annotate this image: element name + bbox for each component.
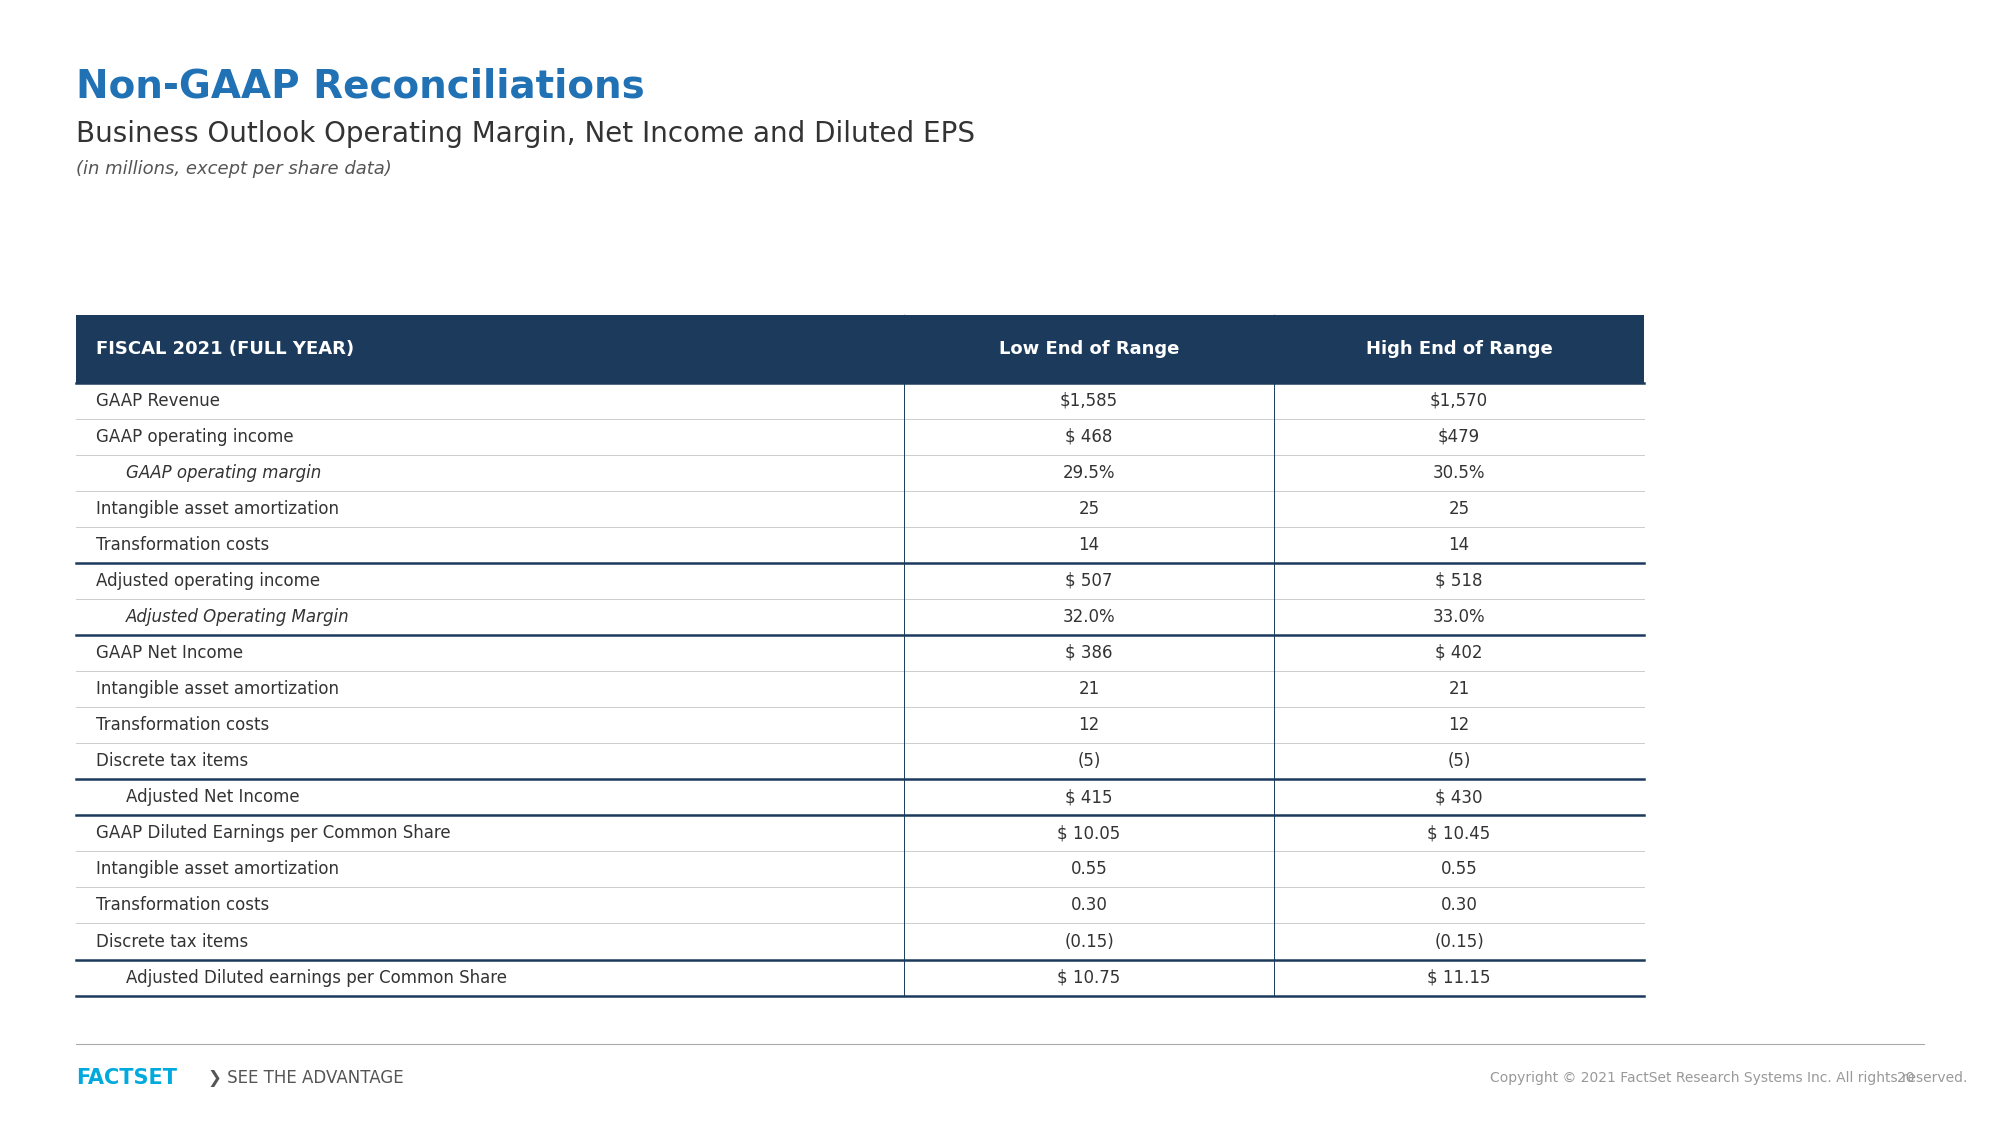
Text: FACTSET: FACTSET [76,1068,176,1088]
Text: Intangible asset amortization: Intangible asset amortization [96,680,340,698]
Text: Copyright © 2021 FactSet Research Systems Inc. All rights reserved.: Copyright © 2021 FactSet Research System… [1490,1071,1968,1084]
Text: $ 10.45: $ 10.45 [1428,825,1490,843]
Text: GAAP Diluted Earnings per Common Share: GAAP Diluted Earnings per Common Share [96,825,450,843]
Text: 0.55: 0.55 [1440,861,1478,879]
Text: $479: $479 [1438,428,1480,446]
Text: $ 386: $ 386 [1066,644,1112,662]
Text: Adjusted operating income: Adjusted operating income [96,572,320,590]
Text: 29.5%: 29.5% [1062,464,1116,482]
Text: (in millions, except per share data): (in millions, except per share data) [76,160,392,178]
Text: 25: 25 [1448,500,1470,518]
Text: $ 11.15: $ 11.15 [1428,969,1490,987]
Text: Transformation costs: Transformation costs [96,717,270,735]
Text: Transformation costs: Transformation costs [96,897,270,915]
Text: 25: 25 [1078,500,1100,518]
Text: 12: 12 [1448,717,1470,735]
Text: 14: 14 [1078,536,1100,554]
Text: (0.15): (0.15) [1064,933,1114,951]
Text: FISCAL 2021 (FULL YEAR): FISCAL 2021 (FULL YEAR) [96,340,354,358]
Text: $ 402: $ 402 [1436,644,1482,662]
Text: 30.5%: 30.5% [1432,464,1486,482]
Text: Adjusted Diluted earnings per Common Share: Adjusted Diluted earnings per Common Sha… [126,969,508,987]
Text: 21: 21 [1448,680,1470,698]
Text: 14: 14 [1448,536,1470,554]
Text: GAAP operating margin: GAAP operating margin [126,464,322,482]
Text: 20: 20 [1896,1071,1914,1084]
Text: GAAP Revenue: GAAP Revenue [96,392,220,410]
Text: $ 415: $ 415 [1066,789,1112,807]
Text: Discrete tax items: Discrete tax items [96,933,248,951]
Text: 0.55: 0.55 [1070,861,1108,879]
Text: 33.0%: 33.0% [1432,608,1486,626]
Text: $ 430: $ 430 [1436,789,1482,807]
Text: Adjusted Operating Margin: Adjusted Operating Margin [126,608,350,626]
Text: $ 10.75: $ 10.75 [1058,969,1120,987]
Text: (5): (5) [1078,753,1100,771]
Text: 0.30: 0.30 [1440,897,1478,915]
Text: ❯ SEE THE ADVANTAGE: ❯ SEE THE ADVANTAGE [208,1069,404,1087]
Text: $ 507: $ 507 [1066,572,1112,590]
Text: (5): (5) [1448,753,1470,771]
Text: Intangible asset amortization: Intangible asset amortization [96,500,340,518]
Text: 12: 12 [1078,717,1100,735]
Text: 21: 21 [1078,680,1100,698]
Text: $1,585: $1,585 [1060,392,1118,410]
Text: $ 518: $ 518 [1436,572,1482,590]
Text: Discrete tax items: Discrete tax items [96,753,248,771]
Text: Adjusted Net Income: Adjusted Net Income [126,789,300,807]
Text: (0.15): (0.15) [1434,933,1484,951]
Text: High End of Range: High End of Range [1366,340,1552,358]
Text: 0.30: 0.30 [1070,897,1108,915]
Text: Transformation costs: Transformation costs [96,536,270,554]
Text: 32.0%: 32.0% [1062,608,1116,626]
Text: $1,570: $1,570 [1430,392,1488,410]
Text: $ 10.05: $ 10.05 [1058,825,1120,843]
Text: Business Outlook Operating Margin, Net Income and Diluted EPS: Business Outlook Operating Margin, Net I… [76,120,976,148]
Text: Low End of Range: Low End of Range [998,340,1180,358]
Text: GAAP operating income: GAAP operating income [96,428,294,446]
Text: Intangible asset amortization: Intangible asset amortization [96,861,340,879]
Text: $ 468: $ 468 [1066,428,1112,446]
Text: Non-GAAP Reconciliations: Non-GAAP Reconciliations [76,68,644,106]
Text: GAAP Net Income: GAAP Net Income [96,644,244,662]
